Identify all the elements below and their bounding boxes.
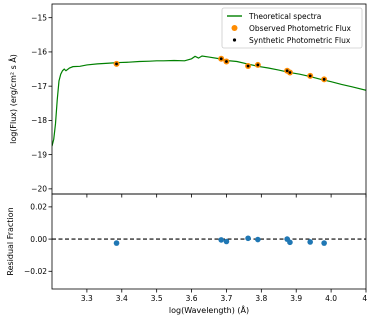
residual-point: [307, 239, 313, 245]
legend-label: Theoretical spectra: [248, 12, 321, 21]
synthetic-flux-point: [247, 65, 250, 68]
top-plot-area: [52, 56, 366, 146]
residual-point: [255, 237, 261, 243]
synthetic-flux-point: [115, 63, 118, 66]
residual-point: [218, 237, 224, 243]
bottom-y-axis-label: Residual Fraction: [6, 207, 15, 275]
legend-label: Observed Photometric Flux: [249, 24, 352, 33]
top-y-axis-label: log(Flux) (erg/cm² s Å): [7, 54, 18, 144]
bottom-x-tick-label: 3.7: [220, 294, 232, 303]
synthetic-flux-point: [323, 78, 326, 81]
top-y-tick-label: −19: [31, 150, 47, 159]
synthetic-flux-point: [256, 64, 259, 67]
top-y-tick-label: −17: [31, 82, 47, 91]
synthetic-flux-point: [286, 69, 289, 72]
synthetic-flux-point: [289, 71, 292, 74]
residual-point: [114, 240, 120, 246]
bottom-y-tick-label: 0.00: [30, 235, 47, 244]
top-y-tick-label: −15: [31, 13, 47, 22]
residual-point: [321, 240, 327, 246]
top-y-tick-label: −16: [31, 48, 47, 57]
bottom-x-tick-label: 3.8: [255, 294, 267, 303]
synthetic-flux-point: [225, 60, 228, 63]
residual-point: [287, 240, 293, 246]
bottom-y-tick-label: 0.02: [30, 203, 47, 212]
theoretical-spectrum-line: [52, 56, 366, 146]
bottom-panel: 3.3 3.4 3.5 3.6 3.7 3.8 3.9 4.0 4. −0.02 0.00 0.02: [24, 194, 367, 303]
bottom-y-tick-label: −0.02: [24, 267, 47, 276]
top-y-tick-label: −20: [31, 185, 47, 194]
bottom-x-tick-label: 3.3: [81, 294, 93, 303]
legend-marker-swatch: [232, 25, 238, 31]
synthetic-flux-point: [220, 57, 223, 60]
synthetic-flux-point: [309, 74, 312, 77]
legend-label: Synthetic Photometric Flux: [249, 36, 351, 45]
bottom-x-tick-label: 3.6: [186, 294, 198, 303]
top-y-tick-label: −18: [31, 116, 47, 125]
bottom-x-tick-label: 3.9: [290, 294, 302, 303]
legend: Theoretical spectra Observed Photometric …: [222, 8, 362, 48]
residual-point: [245, 235, 251, 241]
x-axis-label: log(Wavelength) (Å): [169, 304, 249, 315]
legend-marker-swatch: [233, 38, 236, 41]
bottom-x-tick-label: 3.4: [116, 294, 128, 303]
residual-point: [224, 239, 230, 245]
bottom-x-tick-label: 4.0: [325, 294, 337, 303]
bottom-x-tick-label: 3.5: [151, 294, 163, 303]
bottom-frame: [52, 194, 366, 289]
bottom-x-tick-label: 4.: [362, 294, 367, 303]
